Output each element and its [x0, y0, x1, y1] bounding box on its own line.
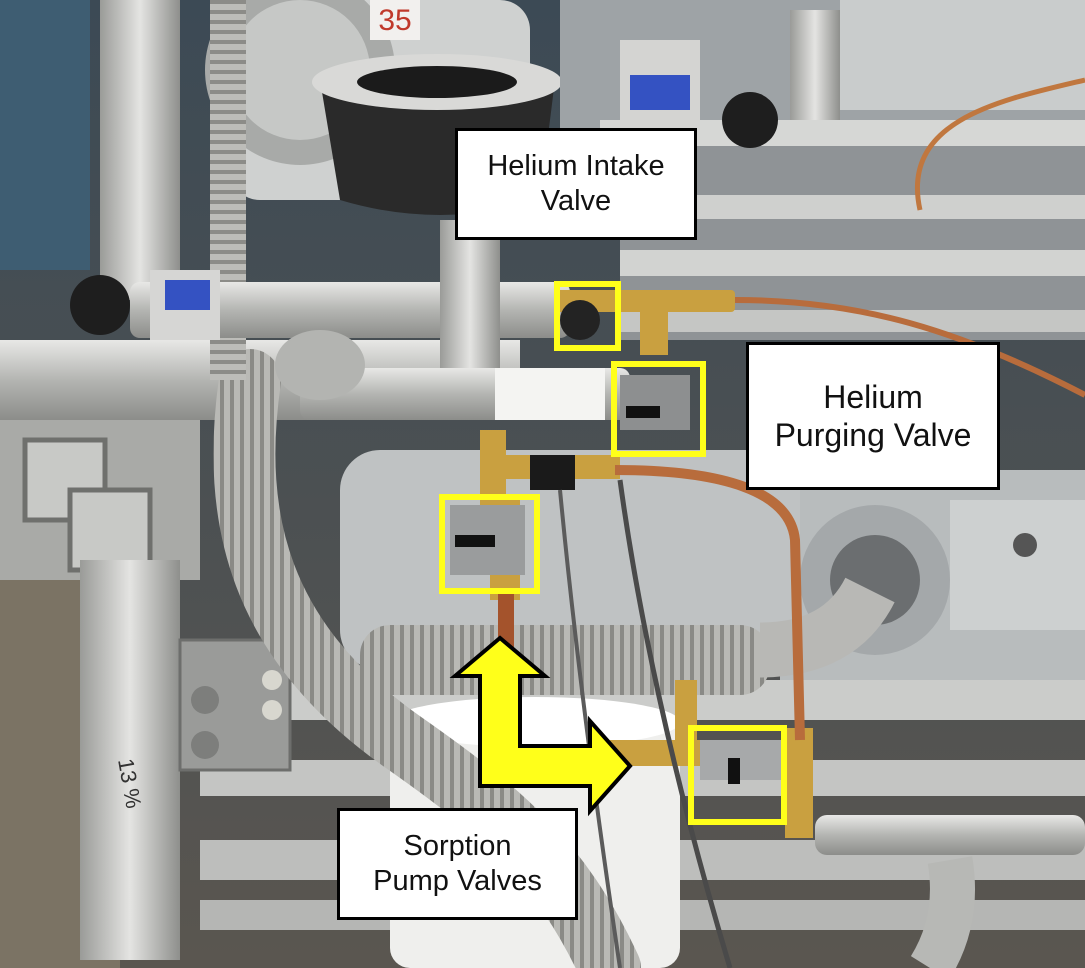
label-sorption-pump-valves: Sorption Pump Valves — [337, 808, 578, 920]
label-line: Helium — [823, 378, 923, 415]
vacuum-manifold — [70, 10, 840, 420]
highlight-sorption-valve-lower — [688, 725, 787, 825]
elbow-fitting — [759, 576, 895, 678]
copper-tube-upper — [734, 297, 1085, 398]
label-line: Valve — [540, 185, 612, 217]
highlight-sorption-valve-upper — [439, 494, 540, 594]
sensor-cable — [617, 479, 733, 968]
label-helium-intake-valve: Helium Intake Valve — [455, 128, 697, 240]
sorption-pump-arrow — [449, 635, 633, 817]
label-line: Helium Intake — [487, 150, 665, 183]
highlight-helium-purging-valve — [611, 361, 706, 457]
valve-handles — [450, 300, 785, 784]
blue-cabinet — [0, 0, 90, 270]
stamp-number: 35 — [378, 4, 411, 37]
flex-hose-horizontal — [360, 625, 770, 695]
label-line: Purging Valve — [774, 417, 972, 453]
highlight-helium-intake-valve — [554, 281, 621, 351]
label-line: Pump Valves — [373, 865, 542, 897]
lower-manifold — [815, 815, 1085, 855]
label-line: Sorption — [403, 830, 512, 863]
label-helium-purging-valve: Helium Purging Valve — [746, 342, 1000, 490]
black-knob — [70, 275, 130, 335]
stamp-panel — [370, 0, 420, 40]
